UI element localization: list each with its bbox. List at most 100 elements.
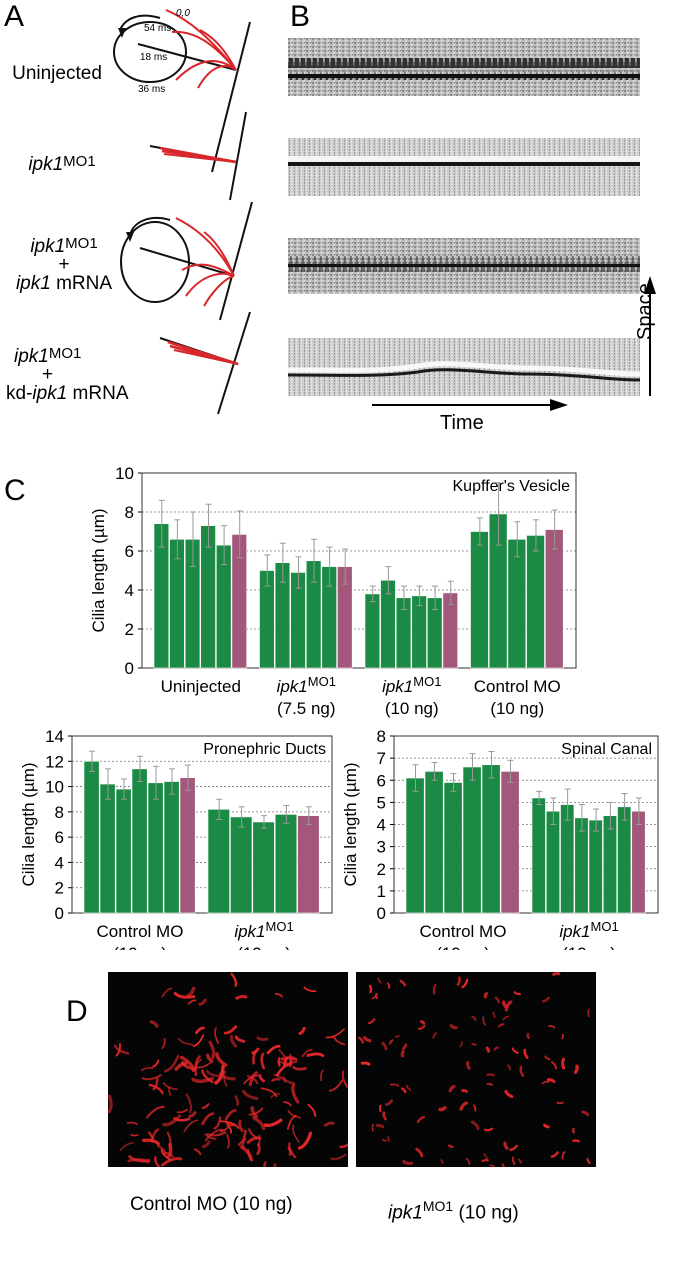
mean-bar bbox=[544, 529, 564, 669]
cilium bbox=[237, 1129, 247, 1147]
bar bbox=[481, 764, 501, 914]
cilium bbox=[552, 972, 561, 976]
cilium bbox=[507, 1064, 511, 1071]
y-axis-label: Cilia length (µm) bbox=[341, 762, 360, 886]
cilium bbox=[573, 1064, 579, 1074]
cilium bbox=[374, 993, 378, 1000]
cilium bbox=[504, 1089, 514, 1099]
space-label: Space bbox=[634, 283, 656, 340]
cilium bbox=[386, 982, 391, 989]
cilium bbox=[248, 1128, 259, 1140]
cilium bbox=[166, 1142, 173, 1159]
cilium bbox=[394, 1034, 400, 1038]
chart-title: Pronephric Ducts bbox=[203, 741, 326, 758]
y-tick-label: 0 bbox=[55, 904, 64, 923]
cilium bbox=[206, 1131, 227, 1137]
y-tick-label: 2 bbox=[125, 620, 134, 639]
cilium bbox=[260, 1052, 266, 1070]
cilium bbox=[201, 1069, 214, 1084]
cilium bbox=[448, 1084, 456, 1093]
cilium bbox=[489, 1164, 495, 1167]
gene-name: ipk1 bbox=[30, 236, 66, 257]
bar bbox=[531, 797, 546, 914]
y-axis-label: Cilia length (µm) bbox=[19, 762, 38, 886]
cilium bbox=[320, 1069, 324, 1082]
waveform-ipk1-mo1 bbox=[149, 111, 247, 201]
cilium bbox=[225, 1121, 236, 1127]
cilium bbox=[307, 1103, 317, 1117]
cilium bbox=[388, 1039, 394, 1045]
cilium bbox=[220, 1126, 229, 1133]
cilium bbox=[504, 1000, 513, 1012]
cilium bbox=[191, 1076, 215, 1084]
y-tick-label: 4 bbox=[55, 853, 64, 872]
cilium bbox=[486, 1083, 493, 1086]
cilium bbox=[201, 1140, 211, 1148]
cilium bbox=[473, 1104, 477, 1112]
cilium bbox=[501, 1163, 506, 1167]
cilium bbox=[273, 1163, 277, 1167]
y-tick-label: 7 bbox=[377, 749, 386, 768]
cilium bbox=[367, 1018, 376, 1025]
y-tick-label: 14 bbox=[45, 727, 64, 746]
cilium bbox=[416, 1116, 426, 1123]
plot-frame bbox=[393, 735, 659, 914]
cilium bbox=[381, 1041, 388, 1051]
group-label: (10 ng) bbox=[562, 944, 616, 950]
cilium bbox=[256, 1143, 261, 1155]
cilium bbox=[213, 1116, 222, 1130]
cilium bbox=[223, 1025, 238, 1035]
cilium bbox=[494, 996, 501, 1004]
bar bbox=[602, 815, 617, 914]
bar bbox=[411, 595, 427, 669]
cilium bbox=[298, 1026, 306, 1035]
condition-uninjected: Uninjected bbox=[12, 63, 102, 84]
cilium bbox=[548, 1025, 556, 1029]
y-tick-label: 6 bbox=[55, 828, 64, 847]
caption-ipk1: ipk1MO1 (10 ng) bbox=[388, 1198, 519, 1224]
y-tick-label: 6 bbox=[377, 771, 386, 790]
y-tick-label: 4 bbox=[377, 816, 386, 835]
mrna-gene: ipk1 bbox=[15, 273, 51, 294]
cilium bbox=[274, 992, 283, 998]
cilium bbox=[238, 1119, 244, 1132]
bar bbox=[470, 531, 489, 669]
cilium bbox=[242, 1089, 259, 1100]
cilium bbox=[160, 1157, 183, 1167]
cilium bbox=[456, 976, 461, 986]
cilium bbox=[459, 1101, 469, 1111]
cilium bbox=[119, 1142, 135, 1152]
cilium bbox=[198, 998, 207, 1006]
cilia-stain-ipk1 bbox=[358, 972, 591, 1167]
cilium bbox=[440, 1159, 444, 1164]
cilium bbox=[177, 1037, 194, 1046]
cilium bbox=[382, 1111, 387, 1121]
group-label: ipk1MO1 bbox=[559, 919, 618, 941]
cilium bbox=[581, 1110, 590, 1117]
cilium bbox=[168, 1086, 172, 1096]
cilium bbox=[387, 1136, 391, 1143]
cilium bbox=[183, 1119, 199, 1133]
group-label: Uninjected bbox=[161, 677, 241, 696]
cilium bbox=[142, 1138, 161, 1146]
cilium bbox=[242, 1138, 247, 1150]
cilium bbox=[229, 1034, 238, 1048]
waveform-uninjected: 0,0 54 ms 18 ms 36 ms bbox=[113, 8, 251, 173]
bar bbox=[207, 809, 230, 914]
cilium bbox=[572, 1139, 580, 1143]
cilium bbox=[523, 1048, 529, 1059]
cilium bbox=[541, 1080, 550, 1085]
bar bbox=[163, 781, 180, 914]
cilium bbox=[481, 1159, 489, 1162]
mean-bar bbox=[500, 771, 520, 914]
frame-label: 18 ms bbox=[140, 52, 167, 63]
cilium bbox=[501, 1000, 508, 1009]
cilium bbox=[438, 1106, 447, 1112]
cilium bbox=[292, 1124, 300, 1143]
cilium bbox=[214, 1027, 220, 1044]
group-label: Control MO bbox=[474, 677, 561, 696]
y-tick-label: 10 bbox=[115, 464, 134, 483]
chart-title: Spinal Canal bbox=[561, 741, 652, 758]
panel-label-d: D bbox=[66, 995, 88, 1028]
